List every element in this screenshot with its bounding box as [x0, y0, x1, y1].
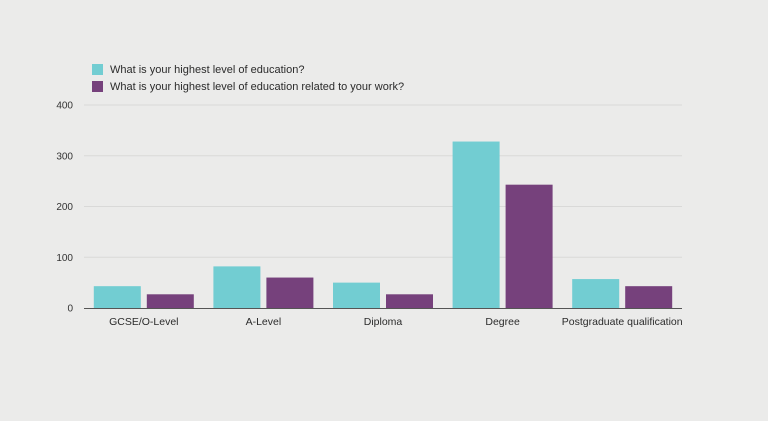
y-tick-label-400: 400	[56, 101, 73, 112]
legend-item-series-2: What is your highest level of education …	[92, 79, 404, 94]
x-tick-label-1: A-Level	[246, 316, 282, 328]
x-tick-label-4: Postgraduate qualification	[562, 316, 683, 328]
y-tick-label-100: 100	[56, 253, 73, 264]
legend: What is your highest level of education?…	[92, 62, 404, 96]
bar-series-1-3	[452, 141, 500, 308]
legend-label-series-1: What is your highest level of education?	[110, 63, 305, 76]
bar-series-2-3	[505, 184, 553, 308]
y-tick-label-300: 300	[56, 151, 73, 162]
bar-series-1-4	[572, 279, 620, 308]
bar-series-2-1	[266, 277, 314, 308]
x-tick-label-2: Diploma	[364, 316, 403, 328]
bar-series-2-4	[625, 286, 673, 308]
y-tick-label-0: 0	[67, 304, 73, 315]
x-tick-label-0: GCSE/O-Level	[109, 316, 178, 328]
legend-swatch-series-2	[92, 81, 103, 92]
legend-label-series-2: What is your highest level of education …	[110, 80, 405, 93]
legend-item-series-1: What is your highest level of education?	[92, 62, 404, 77]
x-tick-label-3: Degree	[485, 316, 520, 328]
y-tick-label-200: 200	[56, 202, 73, 213]
bar-series-1-2	[333, 282, 380, 308]
bar-series-2-0	[146, 294, 194, 308]
legend-swatch-series-1	[92, 64, 103, 75]
bar-series-1-0	[93, 286, 141, 308]
bar-series-1-1	[213, 266, 261, 308]
bar-series-2-2	[386, 294, 433, 308]
